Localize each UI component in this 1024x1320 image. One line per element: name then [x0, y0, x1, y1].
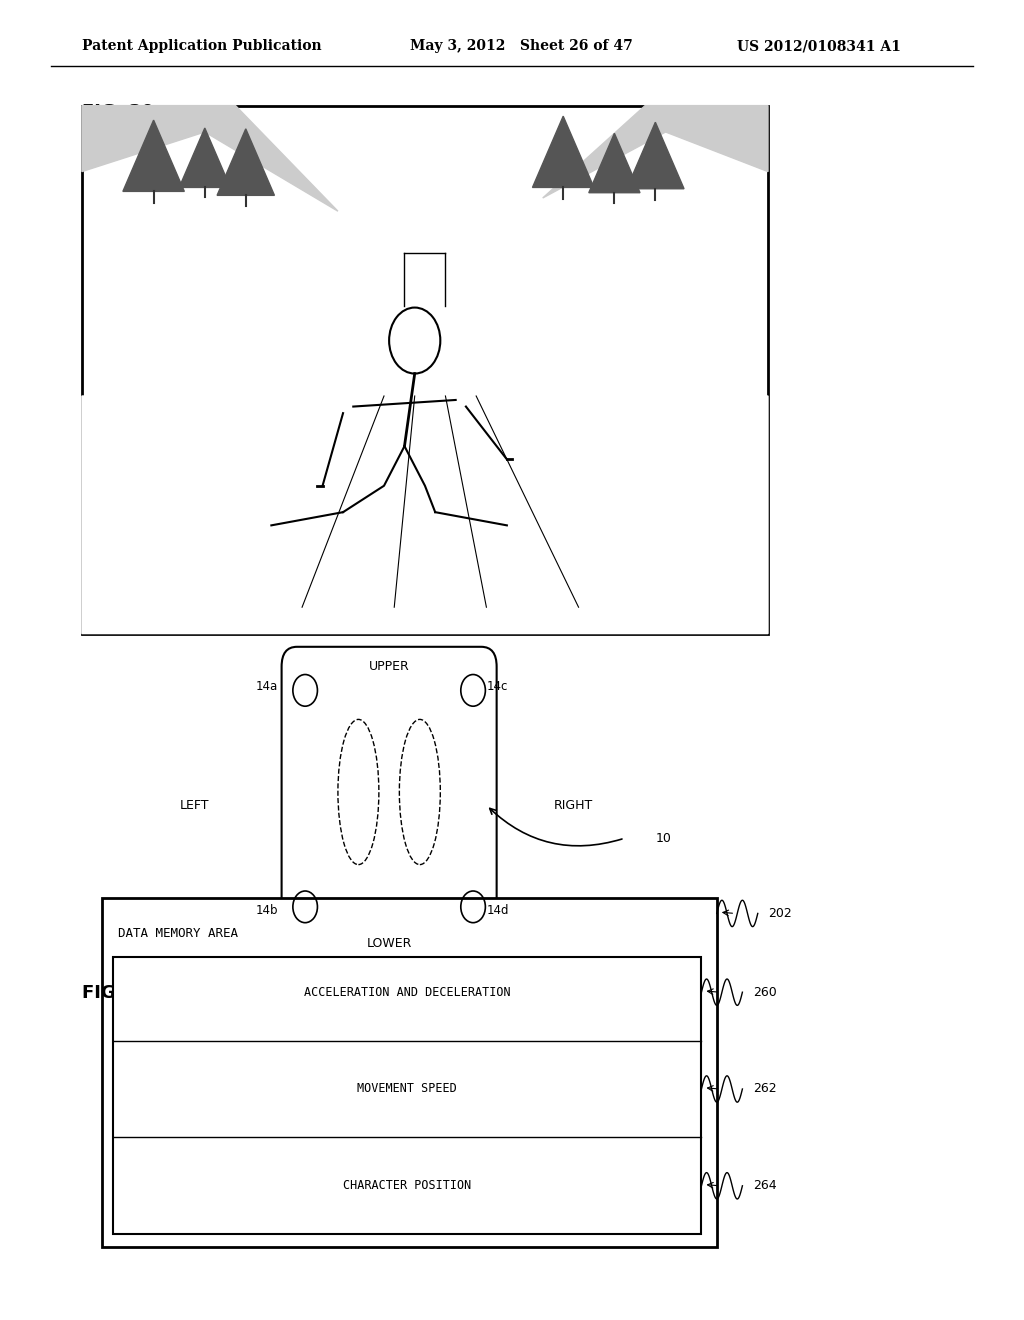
- Text: UPPER: UPPER: [369, 660, 410, 673]
- Text: May 3, 2012   Sheet 26 of 47: May 3, 2012 Sheet 26 of 47: [410, 40, 633, 53]
- Polygon shape: [627, 123, 684, 189]
- Text: FIG. 30: FIG. 30: [82, 103, 154, 121]
- Polygon shape: [217, 129, 274, 195]
- FancyBboxPatch shape: [82, 106, 768, 634]
- Polygon shape: [179, 128, 230, 187]
- Text: FIG. 31: FIG. 31: [82, 983, 154, 1002]
- Text: 10: 10: [655, 832, 672, 845]
- Text: DATA MEMORY AREA: DATA MEMORY AREA: [118, 927, 238, 940]
- FancyBboxPatch shape: [102, 898, 717, 1247]
- Polygon shape: [532, 116, 594, 187]
- Text: CHARACTER POSITION: CHARACTER POSITION: [343, 1179, 471, 1192]
- Text: LEFT: LEFT: [180, 799, 209, 812]
- Text: ACCELERATION AND DECELERATION: ACCELERATION AND DECELERATION: [304, 986, 510, 999]
- Polygon shape: [543, 106, 768, 198]
- Text: LOWER: LOWER: [367, 937, 412, 950]
- Text: 14b: 14b: [256, 904, 279, 917]
- Polygon shape: [589, 133, 640, 193]
- Text: 202: 202: [768, 907, 792, 920]
- Text: MOVEMENT SPEED: MOVEMENT SPEED: [357, 1082, 457, 1096]
- Circle shape: [389, 308, 440, 374]
- Text: Patent Application Publication: Patent Application Publication: [82, 40, 322, 53]
- Text: 260: 260: [753, 986, 776, 999]
- Text: 262: 262: [753, 1082, 776, 1096]
- Polygon shape: [123, 120, 184, 191]
- FancyBboxPatch shape: [113, 957, 701, 1234]
- Text: 14a: 14a: [256, 680, 279, 693]
- Polygon shape: [82, 106, 338, 211]
- Text: RIGHT: RIGHT: [554, 799, 593, 812]
- Text: 264: 264: [753, 1179, 776, 1192]
- Text: 14d: 14d: [486, 904, 509, 917]
- Polygon shape: [82, 380, 768, 634]
- Text: US 2012/0108341 A1: US 2012/0108341 A1: [737, 40, 901, 53]
- FancyBboxPatch shape: [282, 647, 497, 950]
- Text: 14c: 14c: [486, 680, 508, 693]
